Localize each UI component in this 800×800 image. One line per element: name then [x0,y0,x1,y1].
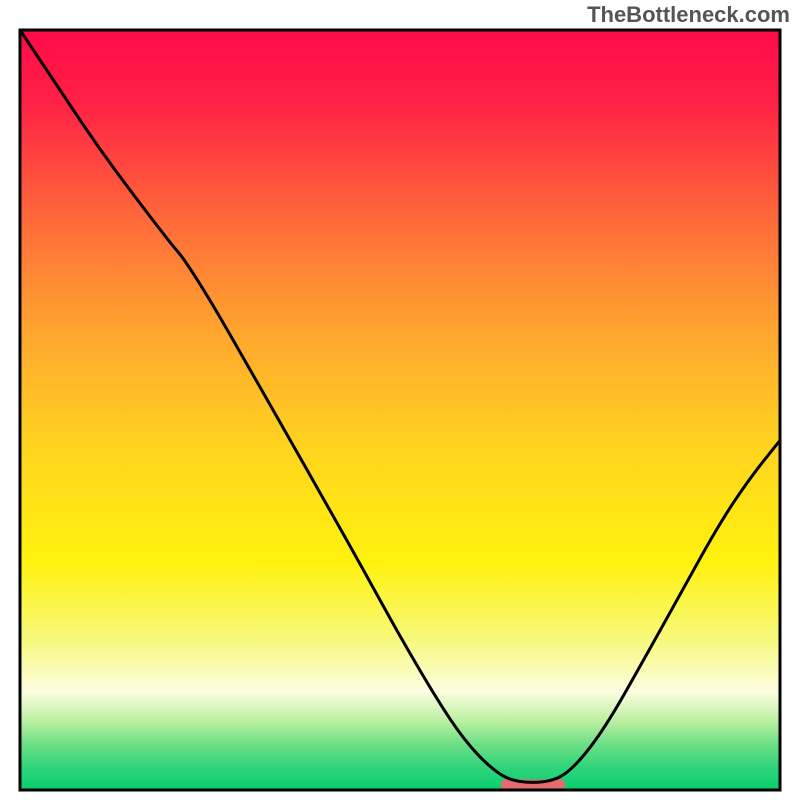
chart-background [20,30,780,790]
chart-container: TheBottleneck.com [0,0,800,800]
bottleneck-chart [0,0,800,800]
watermark-text: TheBottleneck.com [587,2,790,28]
